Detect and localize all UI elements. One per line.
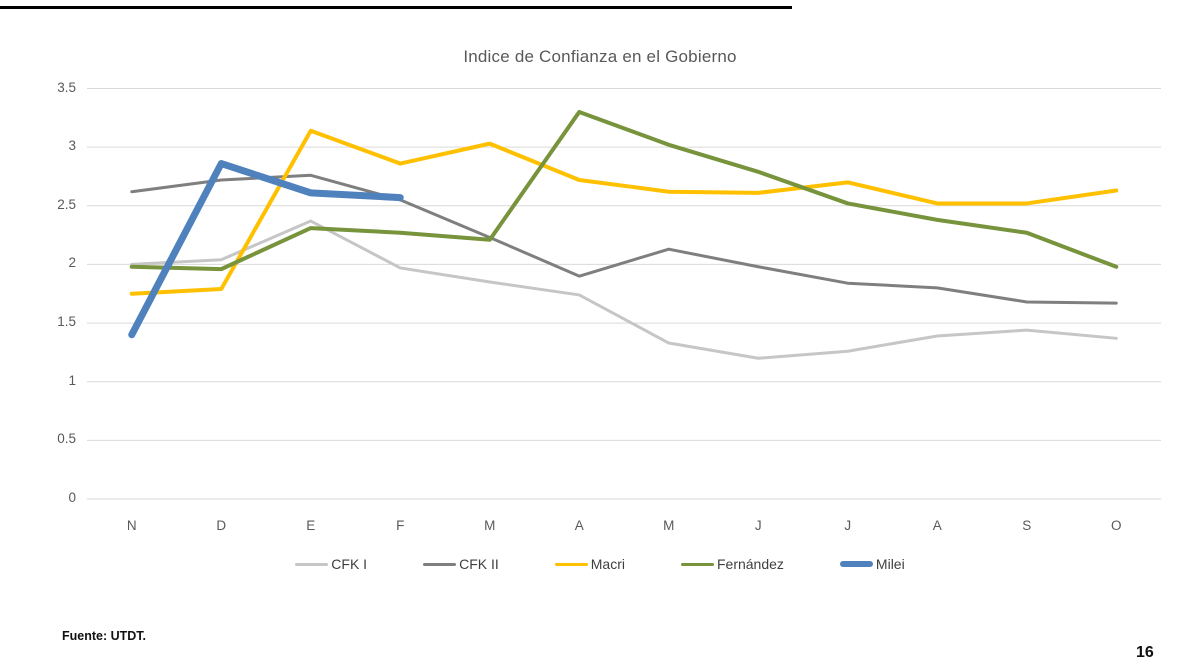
x-axis-tick: M — [484, 518, 496, 533]
x-axis-tick: J — [844, 518, 852, 533]
legend-item-milei: Milei — [839, 556, 905, 572]
legend-label: Milei — [875, 556, 905, 572]
legend-item-cfk-ii: CFK II — [423, 556, 499, 572]
legend-item-fernandez: Fernández — [680, 556, 784, 572]
x-axis-tick: M — [663, 518, 675, 533]
legend-line-swatch — [423, 562, 457, 566]
y-axis-tick: 0.5 — [57, 431, 76, 447]
x-axis-tick: E — [306, 518, 316, 533]
legend-line-swatch — [839, 561, 873, 567]
y-axis-tick: 1 — [68, 372, 76, 388]
legend-label: CFK II — [459, 556, 499, 572]
legend-line-swatch — [554, 562, 588, 566]
x-axis-tick: N — [126, 518, 137, 533]
x-axis-tick: A — [574, 518, 584, 533]
legend-label: Macri — [590, 556, 625, 572]
y-axis-tick: 2.5 — [57, 196, 76, 212]
x-axis-tick: A — [932, 518, 942, 533]
y-axis-tick: 1.5 — [57, 314, 76, 330]
y-axis-tick: 0 — [68, 490, 76, 505]
chart-legend: CFK I CFK II Macri Fernández Milei — [0, 556, 1200, 572]
page-number: 16 — [1136, 644, 1154, 661]
source-note: Fuente: UTDT. — [62, 629, 147, 643]
top-rule — [0, 6, 792, 9]
y-axis-tick: 2 — [68, 255, 76, 271]
legend-item-macri: Macri — [554, 556, 625, 572]
x-axis-tick: F — [396, 518, 405, 533]
x-axis-tick: J — [754, 518, 762, 533]
x-axis-tick: O — [1110, 518, 1122, 533]
y-axis-tick: 3.5 — [57, 79, 76, 95]
legend-line-swatch — [295, 562, 329, 566]
chart-title: Indice de Confianza en el Gobierno — [463, 47, 737, 66]
legend-line-swatch — [680, 562, 714, 566]
x-axis-tick: S — [1022, 518, 1032, 533]
legend-label: CFK I — [331, 556, 368, 572]
legend-item-cfk-i: CFK I — [295, 556, 367, 572]
legend-label: Fernández — [716, 556, 784, 572]
x-axis-tick: D — [216, 518, 227, 533]
y-axis-tick: 3 — [68, 138, 76, 154]
